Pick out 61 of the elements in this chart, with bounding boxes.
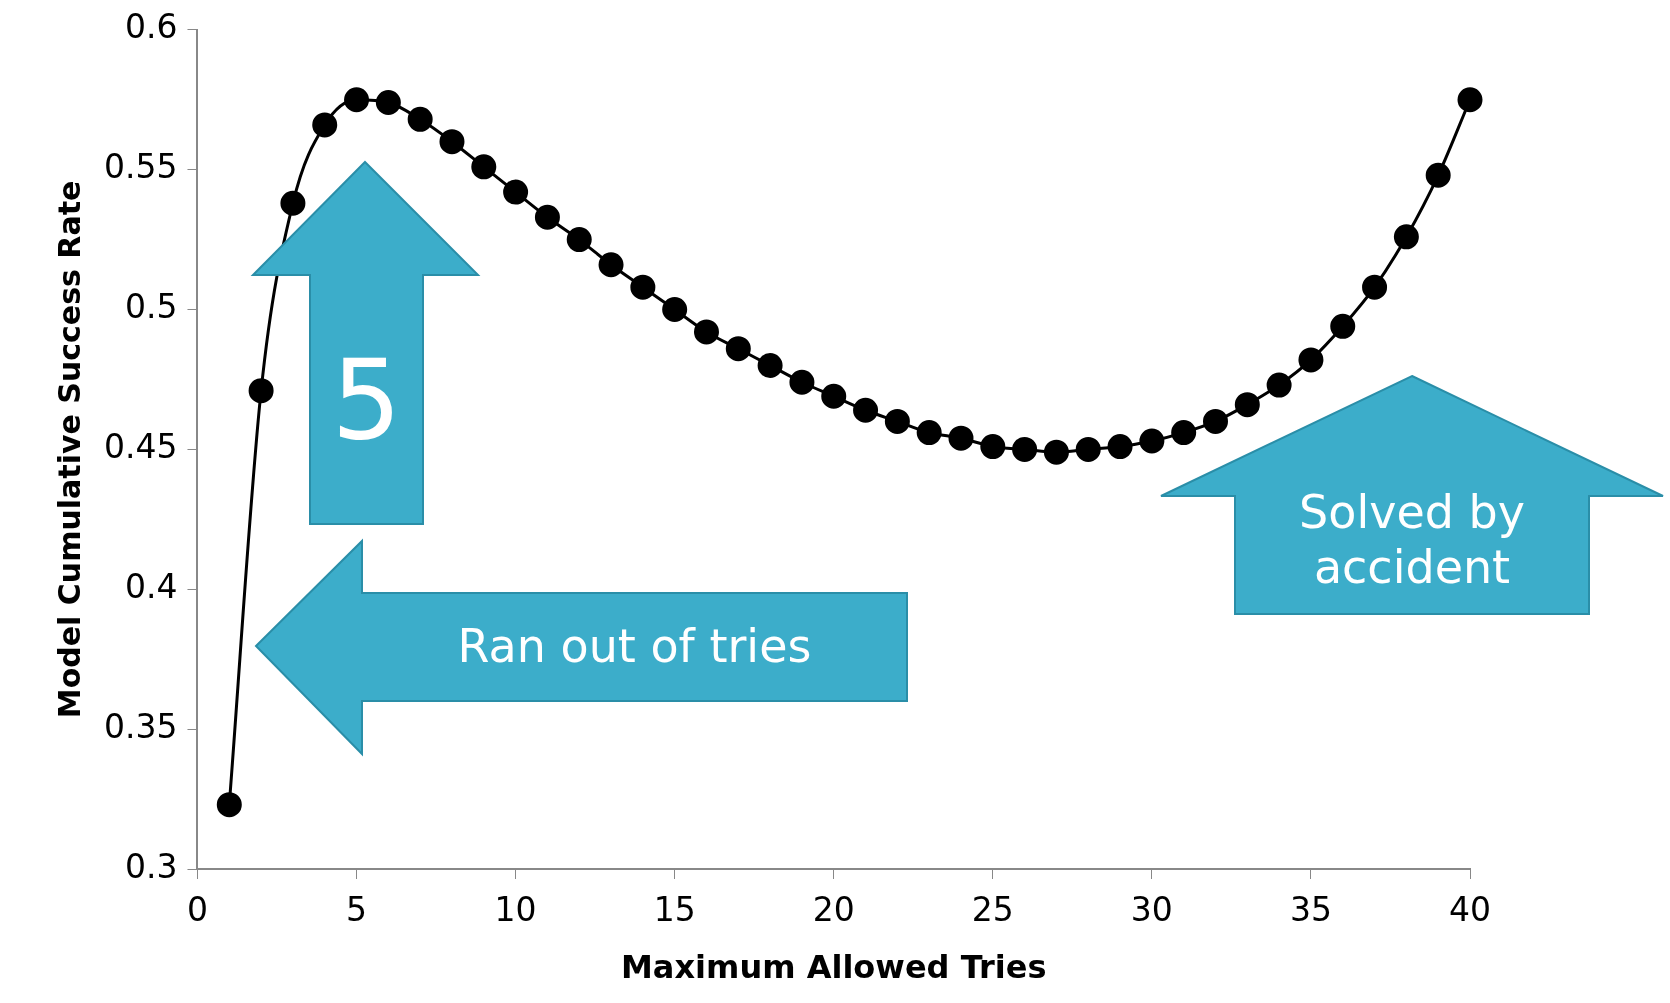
point (916, 420, 942, 446)
point (662, 297, 688, 323)
point (853, 397, 879, 423)
x-tick-label: 5 (346, 890, 368, 930)
point (1362, 274, 1388, 300)
point (1457, 87, 1483, 113)
annotation: 5 (330, 335, 403, 466)
x-axis-title: Maximum Allowed Tries (621, 948, 1047, 987)
point (757, 352, 783, 378)
point (1393, 224, 1419, 250)
point (821, 383, 847, 409)
x-tick-label: 30 (1130, 890, 1173, 930)
y-tick-label: 0.5 (124, 287, 178, 327)
point (407, 106, 433, 132)
point (1075, 436, 1101, 462)
point (1012, 436, 1038, 462)
point (439, 129, 465, 155)
point (471, 154, 497, 180)
x-tick-label: 20 (812, 890, 855, 930)
x-tick-label: 0 (186, 890, 208, 930)
point (248, 378, 274, 404)
annotation: Solved by accident (1298, 483, 1526, 596)
point (980, 434, 1006, 460)
point (1425, 162, 1451, 188)
y-tick-label: 0.3 (124, 846, 178, 886)
y-axis-title: Model Cumulative Success Rate (51, 180, 87, 719)
point (1107, 434, 1133, 460)
point (1330, 313, 1356, 339)
point (344, 87, 370, 113)
y-tick-label: 0.45 (103, 426, 178, 466)
point (1234, 392, 1260, 418)
point (566, 227, 592, 253)
point (598, 252, 624, 278)
point (280, 190, 306, 216)
y-tick-label: 0.35 (103, 706, 178, 746)
point (1266, 372, 1292, 398)
point (312, 112, 338, 138)
point (630, 274, 656, 300)
x-tick-label: 35 (1289, 890, 1332, 930)
x-tick-label: 10 (494, 890, 537, 930)
point (1202, 408, 1228, 434)
point (693, 319, 719, 345)
y-tick-label: 0.6 (124, 7, 178, 47)
point (375, 90, 401, 116)
point (884, 408, 910, 434)
point (503, 179, 529, 205)
x-tick-label: 15 (653, 890, 696, 930)
point (789, 369, 815, 395)
point (534, 204, 560, 230)
x-tick-label: 25 (971, 890, 1014, 930)
point (1043, 439, 1069, 465)
point (1298, 347, 1324, 373)
y-tick-label: 0.55 (103, 147, 178, 187)
point (948, 425, 974, 451)
annotation: Ran out of tries (456, 618, 813, 676)
point (216, 792, 242, 818)
point (1139, 428, 1165, 454)
x-tick-label: 40 (1449, 890, 1491, 930)
point (725, 336, 751, 362)
y-tick-label: 0.4 (124, 566, 178, 606)
point (1171, 420, 1197, 446)
